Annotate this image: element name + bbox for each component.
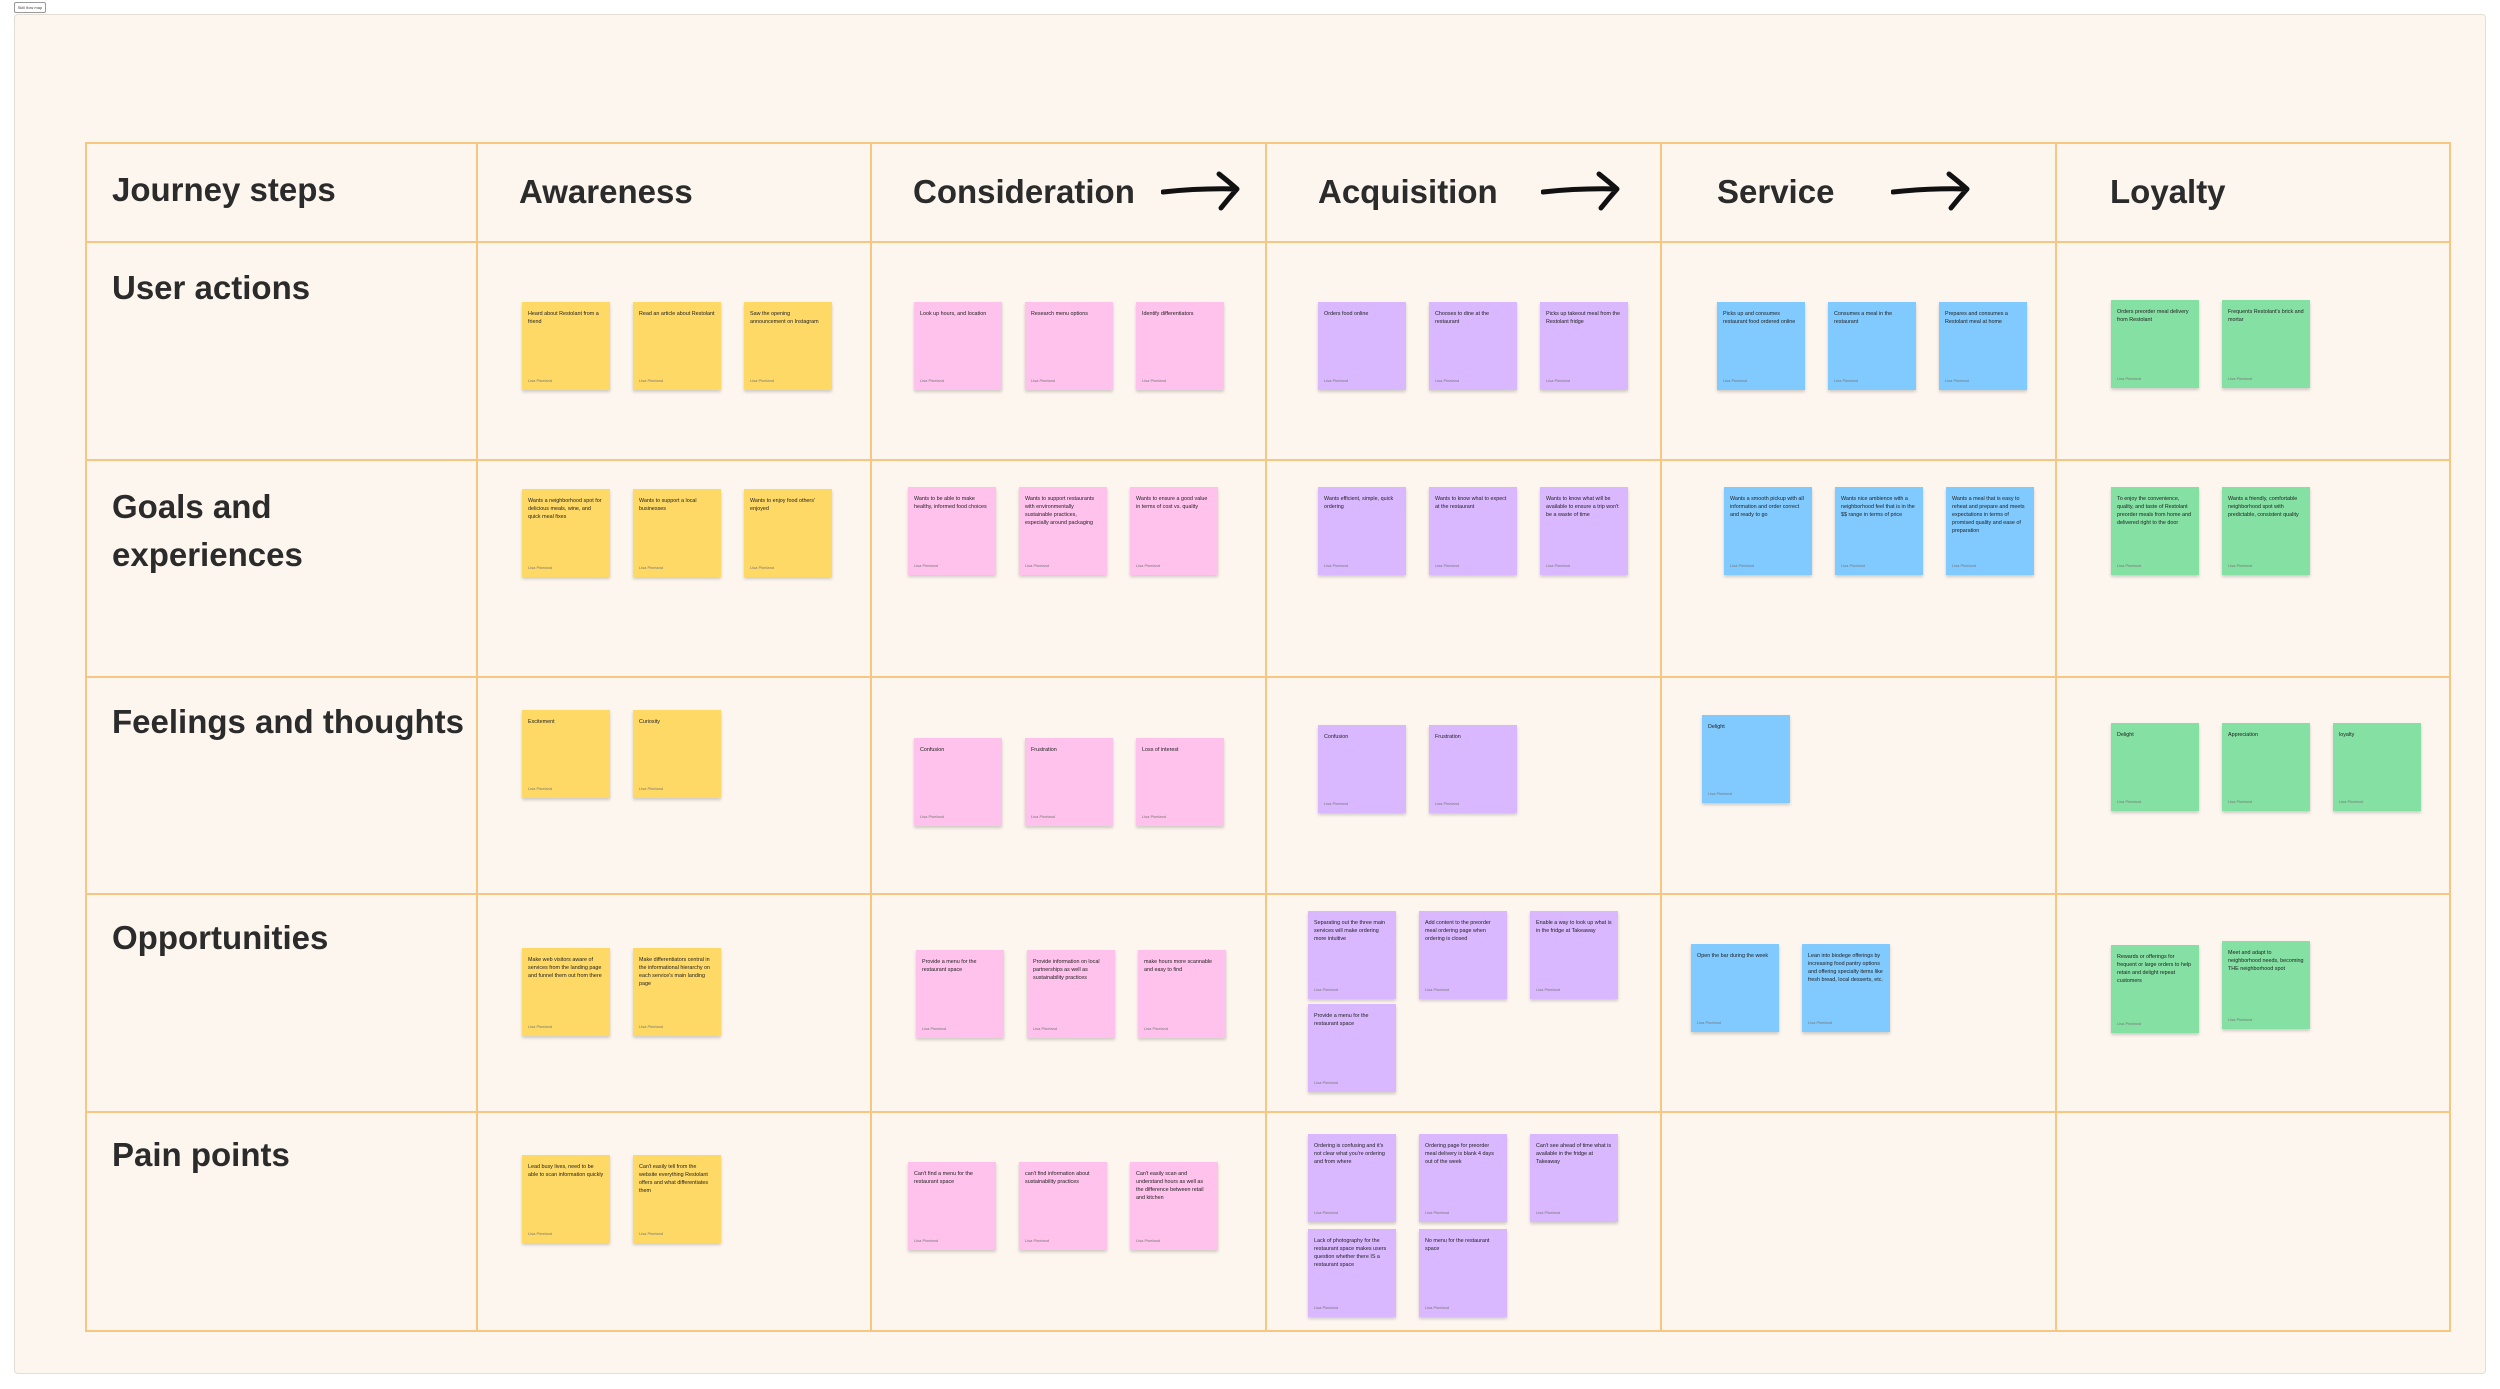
- column-divider: [1660, 144, 1662, 1330]
- journey-map-board: Journey steps Awareness Consideration Ac…: [14, 14, 2486, 1374]
- sticky-note[interactable]: Make differentiators central in the info…: [633, 948, 721, 1036]
- journey-map-grid: Journey steps Awareness Consideration Ac…: [85, 142, 2451, 1332]
- sticky-note[interactable]: Read an article about Restolant Lisa Pine…: [633, 302, 721, 390]
- sticky-note[interactable]: Consumes a meal in the restaurant Lisa Pi…: [1828, 302, 1916, 390]
- frame-label[interactable]: Skill flow map: [14, 2, 46, 13]
- sticky-note[interactable]: Open the bar during the week Lisa Pinelan…: [1691, 944, 1779, 1032]
- column-divider: [476, 144, 478, 1330]
- sticky-note[interactable]: Wants to be able to make healthy, inform…: [908, 487, 996, 575]
- arrow-right-icon: [1161, 171, 1240, 211]
- sticky-note[interactable]: Identify differentiators Lisa Pineland: [1136, 302, 1224, 390]
- sticky-note[interactable]: Picks up and consumes restaurant food or…: [1717, 302, 1805, 390]
- sticky-note[interactable]: Ordering page for preorder meal delivery…: [1419, 1134, 1507, 1222]
- row-header-user-actions: User actions: [112, 269, 311, 306]
- sticky-note[interactable]: Orders preorder meal delivery from Resto…: [2111, 300, 2199, 388]
- sticky-note[interactable]: Frequents Restolant's brick and mortar Li…: [2222, 300, 2310, 388]
- sticky-note[interactable]: can't find information about sustainabil…: [1019, 1162, 1107, 1250]
- column-divider: [870, 144, 872, 1330]
- sticky-note[interactable]: Confusion Lisa Pineland: [914, 738, 1002, 826]
- stage-header-acquisition: Acquisition: [1318, 173, 1498, 210]
- sticky-note[interactable]: Can't easily scan and understand hours a…: [1130, 1162, 1218, 1250]
- row-header-goals-line2: experiences: [112, 536, 303, 573]
- sticky-note[interactable]: Delight Lisa Pineland: [2111, 723, 2199, 811]
- column-divider: [1265, 144, 1267, 1330]
- sticky-note[interactable]: Orders food online Lisa Pineland: [1318, 302, 1406, 390]
- sticky-note[interactable]: Wants to support restaurants with enviro…: [1019, 487, 1107, 575]
- sticky-note[interactable]: No menu for the restaurant space Lisa Pin…: [1419, 1229, 1507, 1317]
- sticky-note[interactable]: Wants to enjoy food others' enjoyed Lisa …: [744, 489, 832, 577]
- sticky-note[interactable]: Provide a menu for the restaurant space L…: [916, 950, 1004, 1038]
- stage-header-loyalty: Loyalty: [2110, 173, 2226, 210]
- sticky-note[interactable]: Wants to know what will be available to …: [1540, 487, 1628, 575]
- sticky-note[interactable]: Ordering is confusing and it's not clear…: [1308, 1134, 1396, 1222]
- sticky-note[interactable]: Picks up takeout meal from the Restolant…: [1540, 302, 1628, 390]
- sticky-note[interactable]: Can't find a menu for the restaurant spa…: [908, 1162, 996, 1250]
- sticky-note[interactable]: Look up hours, and location Lisa Pineland: [914, 302, 1002, 390]
- sticky-note[interactable]: Lead busy lives, need to be able to scan…: [522, 1155, 610, 1243]
- arrow-right-icon: [1541, 171, 1620, 211]
- sticky-note[interactable]: Meet and adapt to neighborhood needs, be…: [2222, 941, 2310, 1029]
- sticky-note[interactable]: Can't easily tell from the website every…: [633, 1155, 721, 1243]
- row-divider: [87, 893, 2449, 895]
- sticky-note[interactable]: Excitement Lisa Pineland: [522, 710, 610, 798]
- sticky-note[interactable]: Rewards or offerings for frequent or lar…: [2111, 945, 2199, 1033]
- sticky-note[interactable]: Lean into biodege offerings by increasin…: [1802, 944, 1890, 1032]
- sticky-note[interactable]: Wants a meal that is easy to reheat and …: [1946, 487, 2034, 575]
- row-header-journey-steps: Journey steps: [112, 171, 336, 208]
- sticky-note[interactable]: Wants efficient, simple, quick ordering L…: [1318, 487, 1406, 575]
- sticky-note[interactable]: make hours more scannable and easy to fi…: [1138, 950, 1226, 1038]
- row-header-opportunities: Opportunities: [112, 919, 329, 956]
- sticky-note[interactable]: Research menu options Lisa Pineland: [1025, 302, 1113, 390]
- sticky-note[interactable]: Wants nice ambience with a neighborhood …: [1835, 487, 1923, 575]
- arrow-right-icon: [1891, 171, 1970, 211]
- sticky-note[interactable]: Chooses to dine at the restaurant Lisa Pi…: [1429, 302, 1517, 390]
- sticky-note[interactable]: To enjoy the convenience, quality, and t…: [2111, 487, 2199, 575]
- sticky-note[interactable]: Confusion Lisa Pineland: [1318, 725, 1406, 813]
- sticky-note[interactable]: Frustration Lisa Pineland: [1025, 738, 1113, 826]
- sticky-note[interactable]: Enable a way to look up what is in the f…: [1530, 911, 1618, 999]
- row-divider: [87, 1111, 2449, 1113]
- sticky-note[interactable]: Make web visitors aware of services from…: [522, 948, 610, 1036]
- sticky-note[interactable]: loyalty Lisa Pineland: [2333, 723, 2421, 811]
- sticky-note[interactable]: Wants a friendly, comfortable neighborho…: [2222, 487, 2310, 575]
- sticky-note[interactable]: Frustration Lisa Pineland: [1429, 725, 1517, 813]
- stage-header-service: Service: [1717, 173, 1835, 210]
- row-header-goals-line1: Goals and: [112, 488, 272, 525]
- row-divider: [87, 459, 2449, 461]
- sticky-note[interactable]: Saw the opening announcement on Instagra…: [744, 302, 832, 390]
- sticky-note[interactable]: Can't see ahead of time what is availabl…: [1530, 1134, 1618, 1222]
- sticky-note[interactable]: Separating out the three main services w…: [1308, 911, 1396, 999]
- sticky-note[interactable]: Wants to ensure a good value in terms of…: [1130, 487, 1218, 575]
- sticky-note[interactable]: Loss of interest Lisa Pineland: [1136, 738, 1224, 826]
- sticky-note[interactable]: Provide a menu for the restaurant space L…: [1308, 1004, 1396, 1092]
- sticky-note[interactable]: Appreciation Lisa Pineland: [2222, 723, 2310, 811]
- column-divider: [2055, 144, 2057, 1330]
- sticky-note[interactable]: Heard about Restolant from a friend Lisa …: [522, 302, 610, 390]
- sticky-note[interactable]: Prepares and consumes a Restolant meal a…: [1939, 302, 2027, 390]
- row-divider: [87, 676, 2449, 678]
- sticky-note[interactable]: Provide information on local partnership…: [1027, 950, 1115, 1038]
- row-header-feelings: Feelings and thoughts: [112, 703, 464, 740]
- sticky-note[interactable]: Wants to support a local businesses Lisa …: [633, 489, 721, 577]
- row-divider: [87, 241, 2449, 243]
- sticky-note[interactable]: Delight Lisa Pineland: [1702, 715, 1790, 803]
- row-header-pain-points: Pain points: [112, 1136, 290, 1173]
- stage-header-consideration: Consideration: [913, 173, 1135, 210]
- sticky-note[interactable]: Wants a neighborhood spot for delicious …: [522, 489, 610, 577]
- stage-header-awareness: Awareness: [519, 173, 693, 210]
- sticky-note[interactable]: Wants a smooth pickup with all informati…: [1724, 487, 1812, 575]
- sticky-note[interactable]: Add content to the preorder meal orderin…: [1419, 911, 1507, 999]
- sticky-note[interactable]: Lack of photography for the restaurant s…: [1308, 1229, 1396, 1317]
- sticky-note[interactable]: Curiosity Lisa Pineland: [633, 710, 721, 798]
- sticky-note[interactable]: Wants to know what to expect at the rest…: [1429, 487, 1517, 575]
